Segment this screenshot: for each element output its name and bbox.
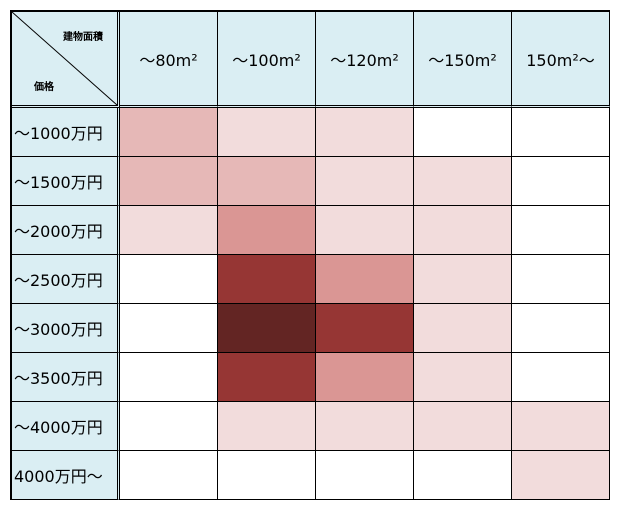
diagonal	[12, 12, 118, 106]
row-header: ～2500万円	[12, 255, 120, 304]
heat-cell	[218, 402, 316, 451]
heat-cell	[316, 108, 414, 157]
heat-cell	[512, 451, 610, 500]
heat-cell	[120, 108, 218, 157]
heat-cell	[414, 255, 512, 304]
heat-cell	[512, 157, 610, 206]
corner-cell: 建物面積 価格	[12, 12, 120, 108]
row-header: ～4000万円	[12, 402, 120, 451]
heat-cell	[120, 353, 218, 402]
heat-cell	[316, 353, 414, 402]
heat-cell	[120, 206, 218, 255]
table: 建物面積 価格 ～80m² ～100m² ～120m² ～150m² 150m²～ ～10…	[10, 10, 610, 500]
heat-cell	[120, 255, 218, 304]
heat-cell	[218, 206, 316, 255]
heat-cell	[218, 353, 316, 402]
heat-cell	[316, 402, 414, 451]
row-axis-label: 価格	[34, 82, 54, 93]
column-header: ～120m²	[316, 12, 414, 108]
heat-cell	[120, 402, 218, 451]
heat-cell	[120, 157, 218, 206]
column-header: ～150m²	[414, 12, 512, 108]
heat-cell	[316, 206, 414, 255]
column-axis-label: 建物面積	[63, 32, 103, 43]
row-header: ～1500万円	[12, 157, 120, 206]
heat-cell	[218, 451, 316, 500]
heat-cell	[512, 108, 610, 157]
row-header: ～2000万円	[12, 206, 120, 255]
heat-cell	[512, 304, 610, 353]
heat-cell	[316, 304, 414, 353]
heat-cell	[512, 206, 610, 255]
heat-cell	[512, 402, 610, 451]
column-header: ～80m²	[120, 12, 218, 108]
heat-cell	[316, 157, 414, 206]
heat-cell	[218, 255, 316, 304]
heat-cell	[414, 402, 512, 451]
row-header: 4000万円～	[12, 451, 120, 500]
heat-cell	[218, 304, 316, 353]
heat-cell	[414, 157, 512, 206]
heat-cell	[512, 353, 610, 402]
heat-cell	[414, 206, 512, 255]
heat-cell	[414, 451, 512, 500]
heat-cell	[218, 108, 316, 157]
row-header: ～3500万円	[12, 353, 120, 402]
heat-cell	[414, 108, 512, 157]
heat-cell	[120, 451, 218, 500]
column-header: 150m²～	[512, 12, 610, 108]
heat-cell	[414, 304, 512, 353]
heat-cell	[218, 157, 316, 206]
column-header: ～100m²	[218, 12, 316, 108]
heat-cell	[120, 304, 218, 353]
heat-cell	[512, 255, 610, 304]
heat-cell	[316, 451, 414, 500]
row-header: ～3000万円	[12, 304, 120, 353]
heat-cell	[316, 255, 414, 304]
heat-cell	[414, 353, 512, 402]
row-header: ～1000万円	[12, 108, 120, 157]
